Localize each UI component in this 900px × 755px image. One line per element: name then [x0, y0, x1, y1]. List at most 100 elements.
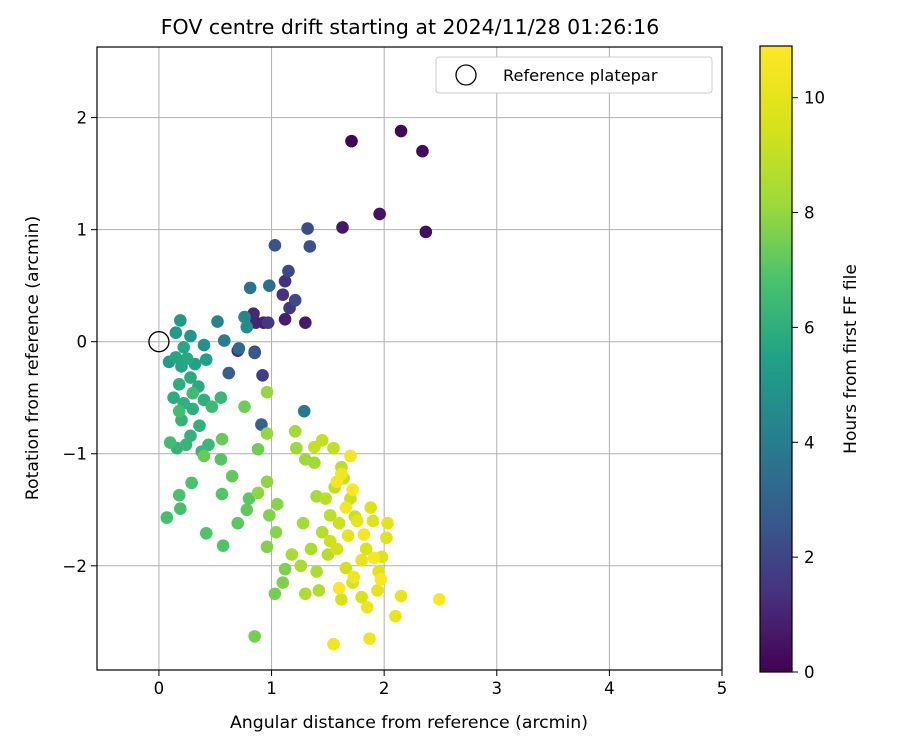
data-point [312, 584, 326, 597]
colorbar-tick-label: 0 [804, 663, 815, 682]
data-point [232, 342, 246, 355]
data-point [330, 475, 344, 489]
data-point [288, 293, 302, 307]
data-point [327, 637, 340, 651]
data-point [299, 587, 312, 601]
data-point [367, 551, 381, 565]
data-point [211, 315, 224, 328]
legend-entry-label: Reference platepar [503, 66, 658, 85]
data-point [222, 366, 236, 380]
data-point [248, 630, 261, 643]
data-point [231, 516, 245, 530]
data-point [347, 570, 361, 584]
data-point [278, 274, 292, 288]
data-point [308, 456, 321, 470]
data-point [332, 581, 346, 595]
data-point [251, 486, 265, 500]
y-tick-label: −2 [63, 557, 87, 576]
data-point [169, 326, 183, 340]
x-tick-label: 3 [491, 679, 502, 698]
data-point [341, 529, 355, 542]
data-point [294, 559, 308, 573]
legend: Reference platepar [435, 56, 713, 94]
data-point [240, 320, 254, 334]
data-point [214, 453, 228, 466]
data-point [303, 240, 317, 253]
data-point [215, 432, 229, 446]
data-point [315, 525, 329, 539]
data-point [360, 600, 374, 614]
data-point [323, 509, 337, 522]
data-point [299, 316, 312, 329]
data-point [346, 483, 359, 496]
data-point [217, 334, 231, 347]
data-point [270, 497, 284, 511]
data-point [243, 281, 257, 295]
data-point [199, 526, 213, 540]
data-point [344, 449, 357, 463]
x-tick-label: 4 [604, 679, 615, 698]
y-tick-label: −1 [63, 445, 87, 464]
data-point [416, 144, 429, 158]
data-point [255, 418, 268, 431]
plot-frame [96, 46, 723, 671]
data-point [345, 134, 358, 148]
data-point [290, 441, 303, 455]
data-point [381, 516, 394, 530]
data-point [321, 548, 335, 561]
data-point [197, 338, 211, 352]
data-point [179, 438, 193, 452]
colorbar-tick-label: 10 [804, 89, 825, 108]
colorbar-tick-label: 4 [804, 433, 815, 452]
data-point [216, 539, 230, 552]
data-point [355, 590, 368, 604]
data-point [215, 487, 229, 501]
x-tick-label: 2 [379, 679, 390, 698]
data-point [260, 475, 274, 489]
colorbar-ticks: 0 2 4 6 8 10 [792, 89, 825, 682]
x-tick-label: 1 [266, 679, 277, 698]
data-point [202, 438, 215, 452]
data-point [238, 310, 251, 324]
data-point [297, 404, 311, 418]
legend-marker-open-circle [455, 64, 477, 86]
data-point [350, 514, 364, 528]
data-point [177, 340, 191, 354]
data-point [419, 225, 433, 239]
x-axis-ticks: 0 1 2 3 4 5 [154, 670, 727, 698]
colorbar-tick-label: 6 [804, 318, 815, 337]
data-point [184, 329, 197, 343]
data-point [301, 222, 314, 235]
data-point [186, 402, 200, 416]
colorbar: 0 2 4 6 8 10 Hours from first FF file [759, 45, 861, 682]
data-point [433, 593, 446, 606]
data-point [394, 589, 408, 603]
data-point [186, 386, 200, 400]
data-point [169, 351, 183, 364]
data-point [288, 425, 302, 438]
y-axis-label: Rotation from reference (arcmin) [23, 216, 43, 500]
data-point [285, 548, 299, 561]
data-point [355, 553, 368, 567]
data-point [248, 346, 261, 360]
data-point [394, 124, 408, 138]
legend-box [435, 56, 713, 94]
data-point [319, 492, 332, 505]
data-point [205, 400, 219, 413]
y-tick-label: 1 [76, 221, 87, 240]
data-point [262, 509, 276, 522]
data-point [242, 492, 256, 505]
y-tick-label: 2 [76, 109, 87, 128]
data-point [163, 436, 177, 449]
reference-marker [148, 331, 170, 353]
data-point [238, 400, 251, 413]
data-point [240, 503, 254, 517]
data-point [167, 391, 180, 405]
data-point [380, 531, 393, 545]
data-point [310, 565, 323, 578]
data-point [174, 314, 187, 327]
data-point [332, 516, 346, 530]
data-point [304, 542, 318, 556]
